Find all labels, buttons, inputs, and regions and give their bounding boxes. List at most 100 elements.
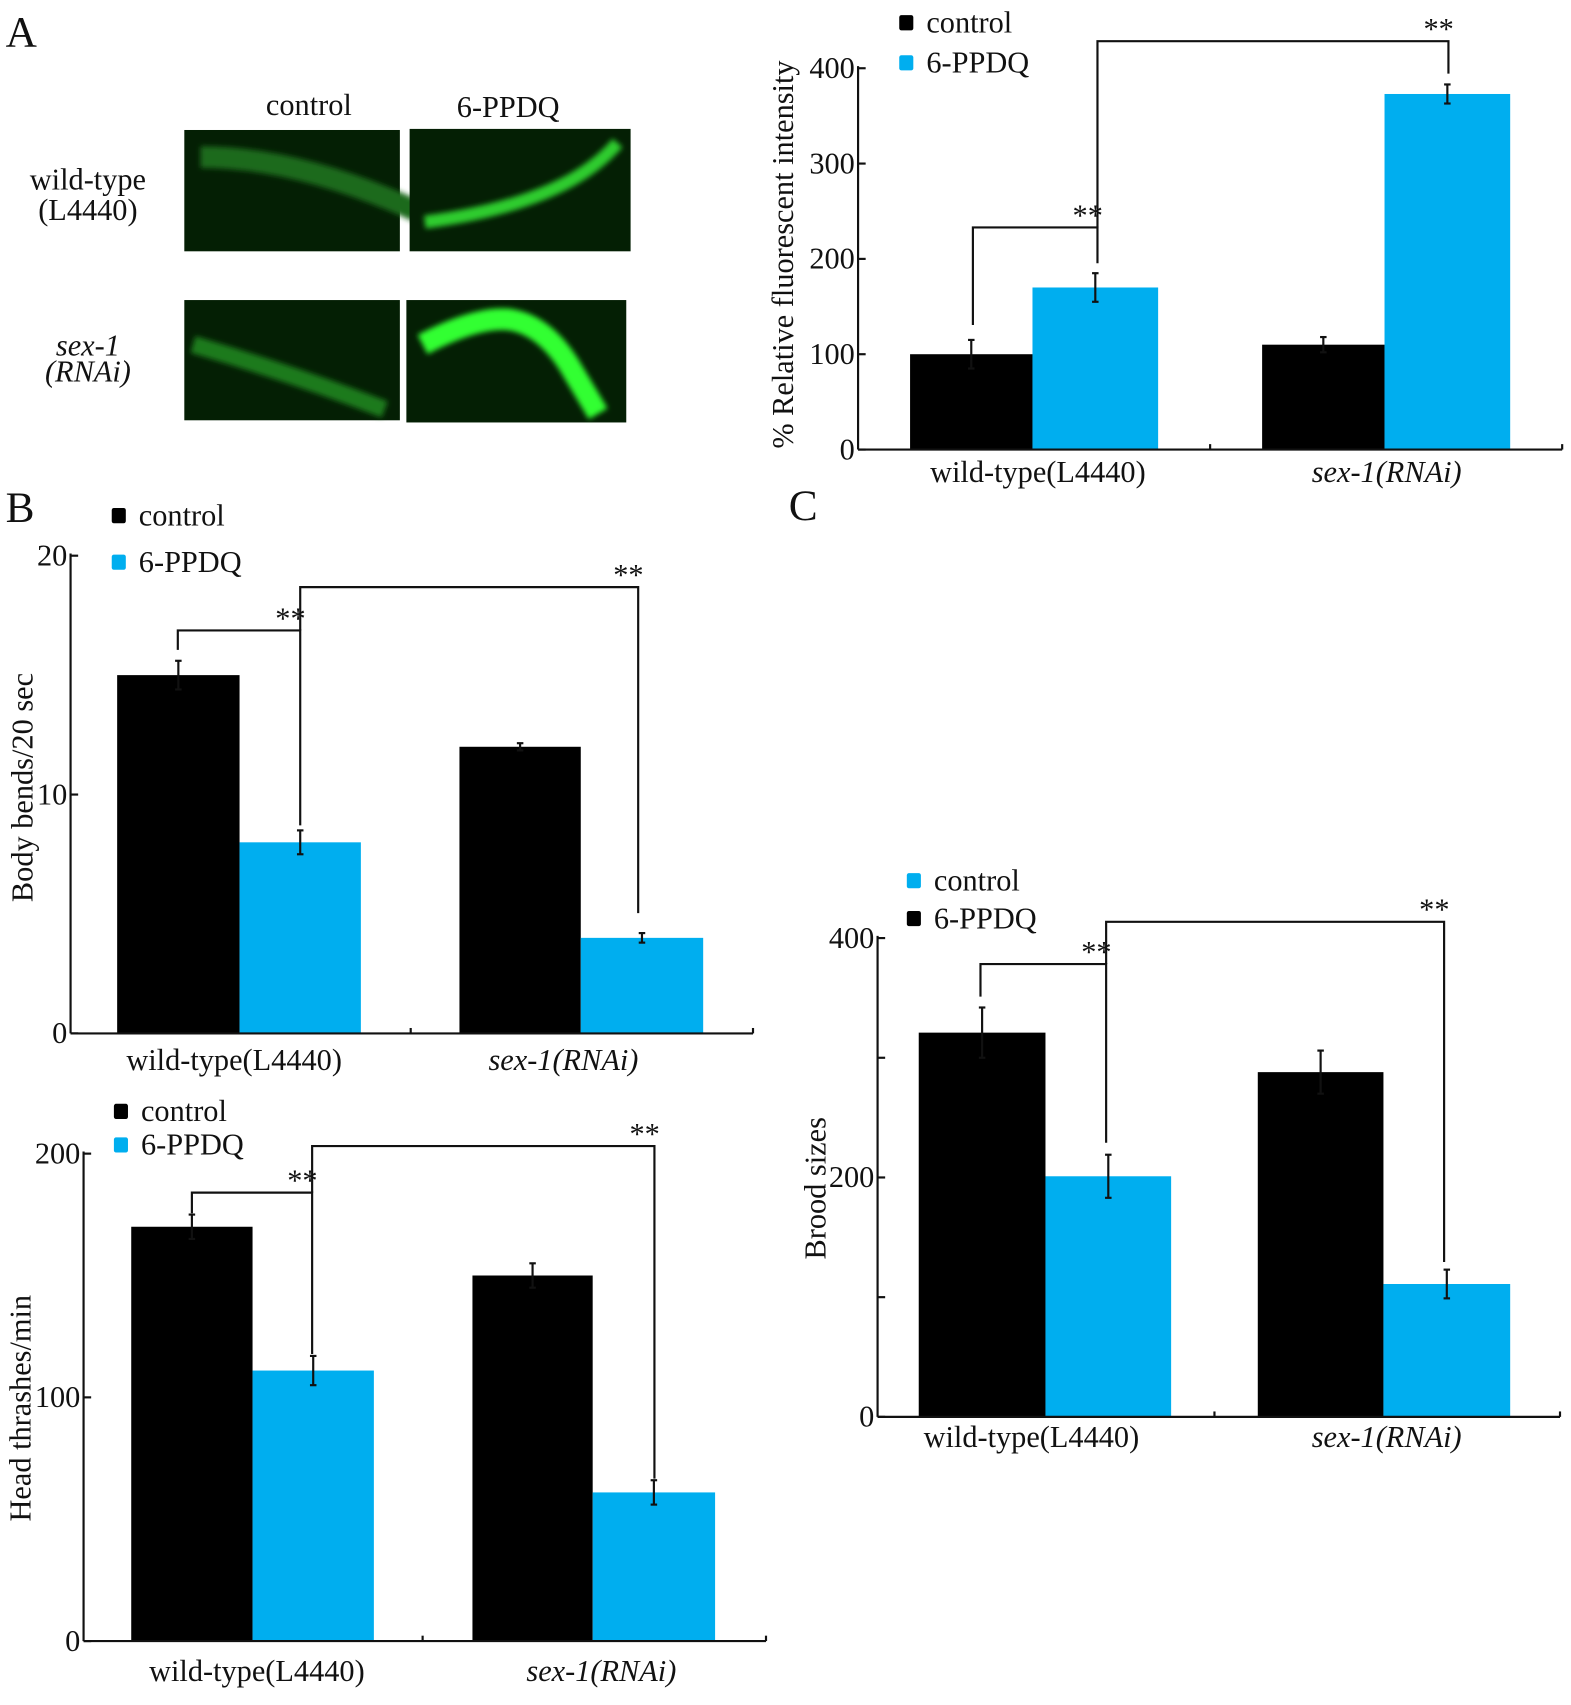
row-label-wt-line2: (L4440) [38, 193, 137, 227]
x-tick-label: wild-type(L4440) [149, 1654, 365, 1688]
x-tick-label: wild-type(L4440) [126, 1043, 342, 1077]
bar-control-1 [472, 1275, 593, 1642]
significance-label: ** [1424, 12, 1454, 46]
bar-control-1 [459, 746, 581, 1034]
image-wt-control [184, 129, 422, 252]
error-bar [1444, 83, 1451, 105]
col-label-control: control [266, 88, 352, 122]
significance-bracket [176, 629, 302, 826]
image-sex1-6ppdq [406, 300, 627, 423]
legend-label: control [934, 863, 1020, 897]
y-tick-label: 20 [37, 538, 67, 572]
error-bar [175, 659, 182, 691]
panel-letter-b: B [6, 484, 35, 532]
y-axis-label: Head thrashes/min [3, 1295, 37, 1522]
image-sex1-control [184, 300, 400, 421]
chart-thrash: wild-type(L4440) sex-1(RNAi) 0 100 200 Head t… [3, 1094, 768, 1688]
row-label-sex1-line2: (RNAi) [45, 354, 131, 388]
error-bar [309, 1354, 317, 1387]
error-bar [1443, 1268, 1451, 1300]
legend-swatch [899, 55, 914, 71]
legend-swatch [113, 1103, 128, 1119]
error-bar [188, 1213, 196, 1241]
significance-bracket [971, 226, 1099, 325]
y-axis-label: % Relative fluorescent intensity [766, 60, 800, 449]
bar-6-PPDQ-0 [239, 842, 361, 1034]
chart-bends: wild-type(L4440) sex-1(RNAi) 0 10 20 Body ben… [6, 498, 755, 1077]
legend-label: control [141, 1094, 227, 1128]
legend-swatch [906, 873, 921, 889]
significance-bracket [299, 586, 640, 914]
y-tick-label: 0 [65, 1624, 80, 1658]
bar-control-1 [1262, 344, 1385, 450]
panel-letter-c: C [789, 482, 818, 530]
error-bar [1320, 335, 1327, 354]
bar-6-PPDQ-0 [1032, 287, 1159, 450]
legend-label: 6-PPDQ [926, 46, 1029, 80]
y-tick-label: 10 [37, 777, 67, 811]
bar-control-0 [910, 354, 1033, 450]
x-tick-label: wild-type(L4440) [924, 1420, 1140, 1454]
y-tick-label: 200 [809, 242, 854, 276]
error-bar [1317, 1049, 1324, 1095]
legend-label: 6-PPDQ [141, 1128, 244, 1162]
error-bar [968, 338, 975, 370]
significance-label: ** [630, 1117, 660, 1151]
error-bar [529, 1262, 536, 1289]
x-tick-label: sex-1(RNAi) [526, 1654, 676, 1688]
significance-label: ** [1419, 893, 1449, 927]
chart-fluor: wild-type(L4440) sex-1(RNAi) 0 100 200 300 400… [766, 5, 1564, 489]
bar-6-PPDQ-0 [1045, 1176, 1172, 1417]
significance-bracket [190, 1191, 314, 1355]
y-tick-label: 0 [52, 1016, 67, 1050]
x-tick-label: sex-1(RNAi) [1312, 1420, 1462, 1454]
error-bar [978, 1006, 986, 1059]
bar-6-PPDQ-1 [592, 1492, 716, 1642]
y-tick-label: 400 [809, 51, 854, 85]
error-bar [650, 1479, 658, 1506]
legend-swatch [899, 15, 914, 31]
legend-swatch [906, 910, 921, 927]
x-tick-label: wild-type(L4440) [930, 455, 1146, 489]
bar-6-PPDQ-1 [580, 937, 704, 1034]
bar-6-PPDQ-1 [1384, 93, 1511, 450]
y-tick-label: 100 [809, 337, 854, 371]
significance-label: ** [613, 558, 643, 592]
panel-letter-a: A [6, 9, 37, 57]
chart-brood: wild-type(L4440) sex-1(RNAi) 0 200 400 Brood … [799, 863, 1562, 1454]
significance-bracket [1096, 40, 1450, 228]
bar-control-0 [131, 1226, 253, 1642]
legend-label: control [926, 5, 1012, 39]
image-wt-6ppdq [409, 128, 631, 252]
y-tick-label: 400 [829, 921, 875, 955]
bar-control-0 [117, 675, 240, 1034]
row-label-wt-line1: wild-type [30, 163, 146, 197]
bar-6-PPDQ-0 [252, 1370, 374, 1642]
significance-bracket [979, 962, 1108, 1143]
legend-label: control [139, 498, 225, 532]
col-label-6ppdq: 6-PPDQ [457, 90, 560, 124]
legend-swatch [111, 554, 126, 570]
bar-control-0 [918, 1032, 1046, 1417]
legend-label: 6-PPDQ [934, 901, 1037, 935]
error-bar [1105, 1153, 1112, 1199]
y-tick-label: 0 [840, 432, 855, 466]
y-tick-label: 200 [829, 1160, 875, 1194]
error-bar [1092, 272, 1099, 303]
y-tick-label: 0 [859, 1400, 874, 1434]
error-bar [296, 829, 304, 856]
significance-bracket [311, 1144, 656, 1479]
y-tick-label: 200 [35, 1136, 81, 1170]
y-axis-label: Body bends/20 sec [6, 673, 40, 902]
significance-bracket [1105, 920, 1446, 1262]
y-tick-label: 100 [35, 1380, 81, 1414]
x-tick-label: sex-1(RNAi) [488, 1043, 638, 1077]
bar-control-1 [1257, 1072, 1384, 1417]
y-tick-label: 300 [809, 146, 854, 180]
error-bar [638, 931, 646, 944]
row-label-sex1-line1: sex-1 [56, 328, 120, 362]
legend-label: 6-PPDQ [139, 545, 242, 579]
legend-swatch [113, 1137, 128, 1153]
bar-6-PPDQ-1 [1383, 1283, 1511, 1417]
